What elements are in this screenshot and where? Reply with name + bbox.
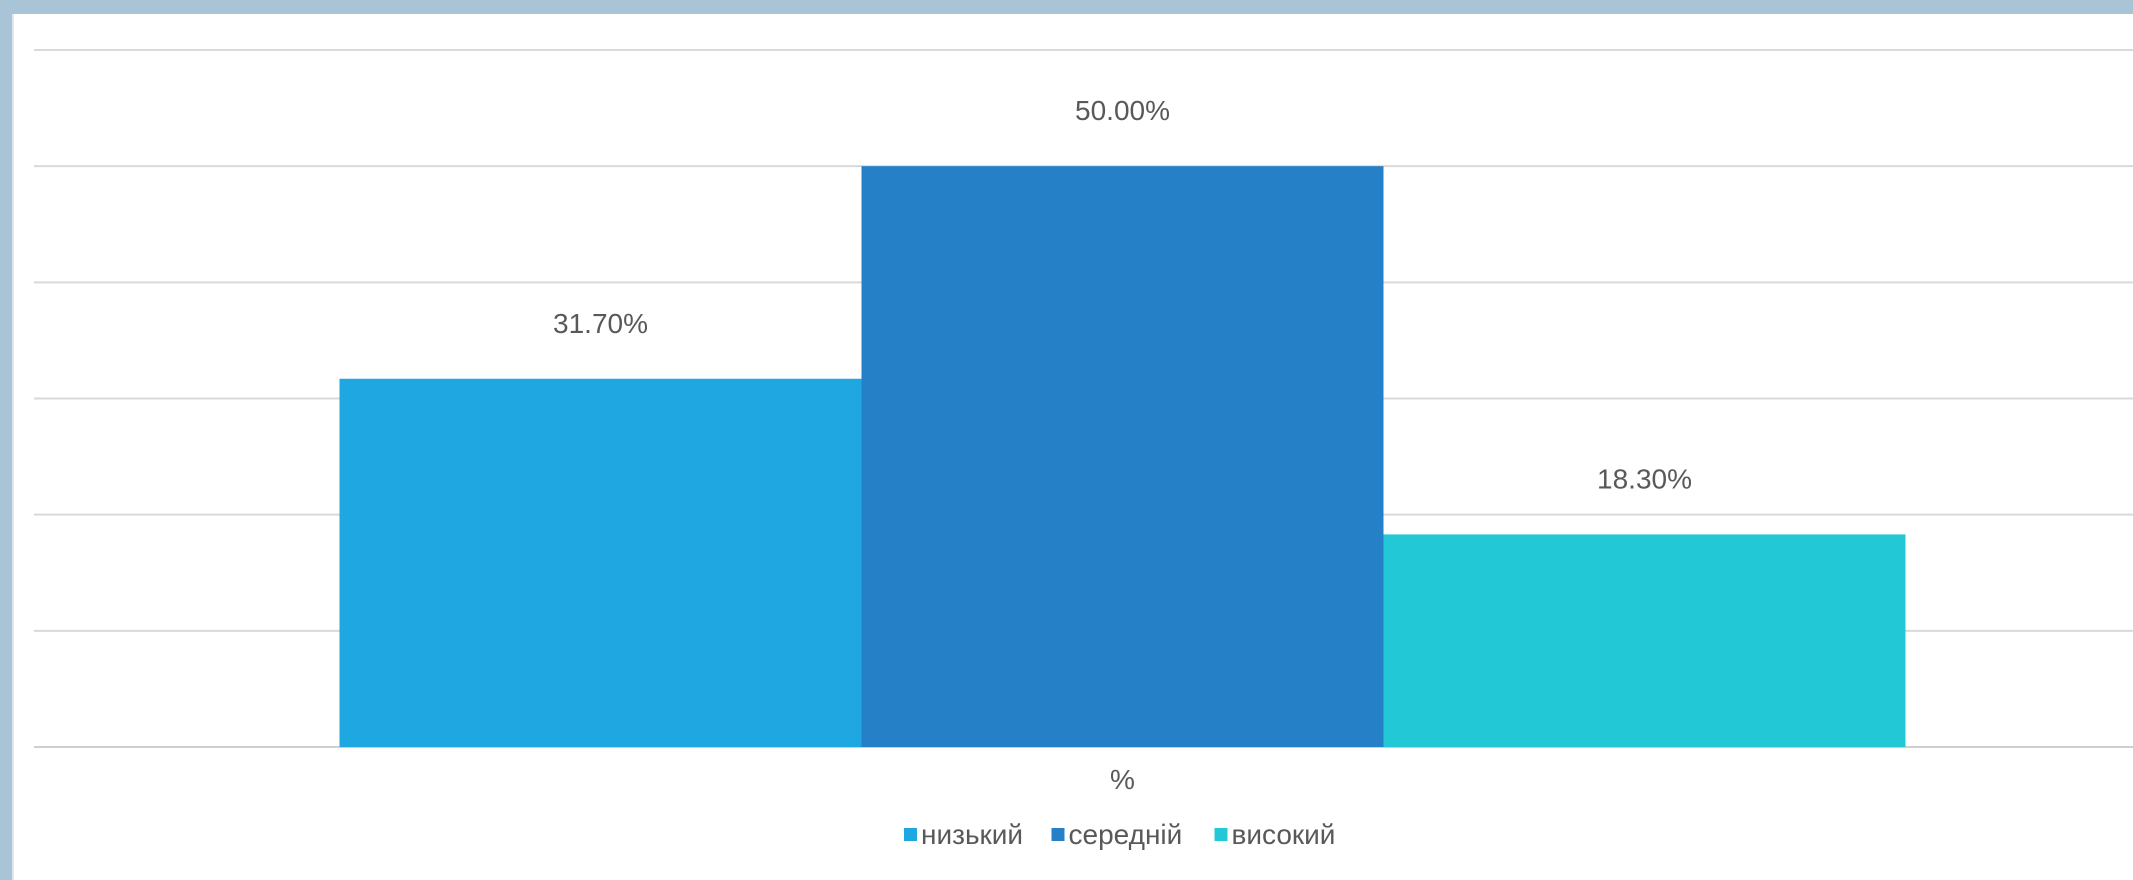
bar-середній	[861, 166, 1384, 747]
category-labels: %	[1110, 764, 1135, 795]
bar-високий	[1383, 534, 1906, 747]
category-label: %	[1110, 764, 1135, 795]
legend-label: низький	[921, 819, 1023, 850]
bars	[339, 166, 1906, 747]
data-label: 31.70%	[553, 308, 648, 339]
data-labels: 31.70% 50.00% 18.30%	[553, 95, 1692, 494]
legend-swatch	[904, 828, 917, 841]
data-label: 18.30%	[1597, 463, 1692, 494]
legend: низький середній високий	[904, 819, 1335, 850]
chart-frame: 31.70% 50.00% 18.30% % низький середній висо…	[12, 14, 2133, 880]
bar-chart: 31.70% 50.00% 18.30% % низький середній висо…	[34, 49, 2133, 850]
data-label: 50.00%	[1075, 95, 1170, 126]
legend-label: середній	[1069, 819, 1183, 850]
bar-низький	[339, 378, 862, 747]
legend-swatch	[1214, 828, 1228, 841]
legend-label: високий	[1232, 819, 1336, 850]
legend-swatch	[1051, 828, 1065, 841]
